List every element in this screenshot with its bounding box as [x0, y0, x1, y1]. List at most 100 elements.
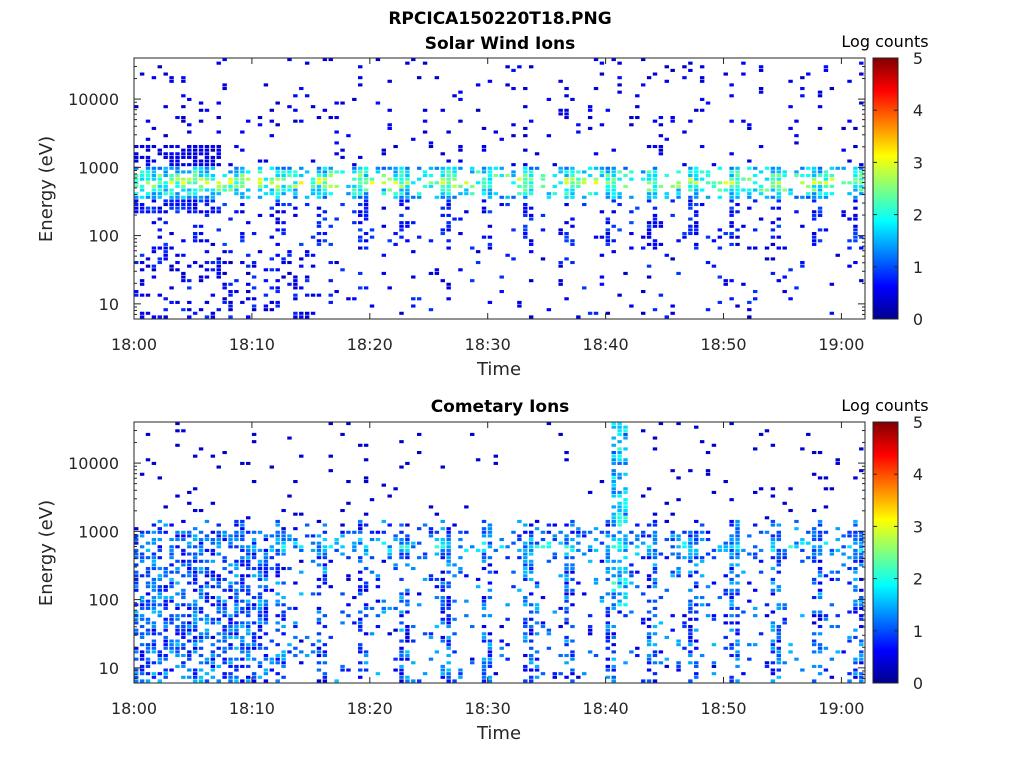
spectrogram-cell: [817, 188, 823, 192]
spectrogram-cell: [358, 195, 363, 199]
spectrogram-cell: [688, 617, 693, 621]
spectrogram-cell: [534, 657, 540, 661]
spectrogram-cell: [240, 232, 245, 236]
spectrogram-cell: [363, 239, 369, 243]
spectrogram-cell: [640, 246, 646, 250]
spectrogram-cell: [764, 661, 770, 665]
spectrogram-cell: [806, 72, 811, 76]
spectrogram-cell: [257, 628, 263, 632]
spectrogram-cell: [181, 119, 186, 123]
spectrogram-cell: [458, 166, 463, 170]
spectrogram-cell: [352, 192, 357, 196]
spectrogram-cell: [823, 487, 829, 491]
spectrogram-cell: [446, 581, 451, 585]
spectrogram-cell: [811, 650, 817, 654]
spectrogram-cell: [151, 628, 157, 632]
spectrogram-cell: [222, 530, 227, 534]
spectrogram-cell: [316, 617, 322, 621]
spectrogram-cell: [847, 530, 852, 534]
spectrogram-cell: [817, 617, 823, 621]
spectrogram-cell: [151, 639, 157, 643]
spectrogram-cell: [823, 195, 829, 199]
spectrogram-cell: [281, 625, 286, 629]
spectrogram-cell: [853, 228, 858, 232]
spectrogram-cell: [293, 527, 298, 531]
spectrogram-cell: [770, 556, 776, 560]
spectrogram-cell: [605, 242, 611, 246]
spectrogram-cell: [523, 232, 528, 236]
spectrogram-cell: [446, 177, 451, 181]
spectrogram-cell: [564, 610, 569, 614]
spectrogram-cell: [817, 596, 823, 600]
spectrogram-cell: [257, 123, 263, 127]
spectrogram-cell: [340, 552, 345, 556]
spectrogram-cell: [358, 271, 363, 275]
spectrogram-cell: [139, 643, 145, 647]
spectrogram-cell: [605, 534, 611, 538]
spectrogram-cell: [835, 461, 840, 465]
spectrogram-cell: [322, 661, 328, 665]
spectrogram-cell: [499, 195, 504, 199]
spectrogram-cell: [717, 188, 723, 192]
spectrogram-cell: [605, 217, 611, 221]
spectrogram-cell: [346, 501, 351, 505]
spectrogram-cell: [481, 603, 487, 607]
spectrogram-cell: [440, 527, 445, 531]
spectrogram-cell: [263, 632, 269, 636]
spectrogram-cell: [228, 563, 233, 567]
spectrogram-cell: [145, 159, 151, 163]
spectrogram-cell: [234, 625, 239, 629]
spectrogram-cell: [151, 577, 157, 581]
spectrogram-cell: [228, 643, 233, 647]
spectrogram-cell: [811, 559, 817, 563]
spectrogram-cell: [570, 97, 575, 101]
spectrogram-cell: [198, 195, 204, 199]
spectrogram-cell: [859, 559, 864, 563]
spectrogram-cell: [741, 672, 746, 676]
spectrogram-cell: [770, 625, 776, 629]
spectrogram-cell: [281, 661, 286, 665]
spectrogram-cell: [729, 556, 734, 560]
spectrogram-cell: [776, 657, 781, 661]
colorbar-tick-label: 0: [913, 310, 923, 329]
spectrogram-cell: [688, 469, 693, 473]
spectrogram-cell: [528, 646, 534, 650]
spectrogram-cell: [711, 664, 717, 668]
spectrogram-cell: [204, 148, 210, 152]
spectrogram-cell: [299, 174, 304, 178]
spectrogram-cell: [487, 170, 493, 174]
spectrogram-cell: [523, 213, 528, 217]
spectrogram-cell: [646, 235, 652, 239]
spectrogram-cell: [505, 556, 510, 560]
spectrogram-cell: [664, 635, 669, 639]
spectrogram-cell: [216, 599, 221, 603]
spectrogram-cell: [528, 639, 534, 643]
spectrogram-cell: [505, 83, 510, 87]
spectrogram-cell: [246, 574, 251, 578]
spectrogram-cell: [405, 170, 410, 174]
spectrogram-cell: [794, 119, 799, 123]
spectrogram-cell: [234, 166, 239, 170]
spectrogram-cell: [322, 195, 328, 199]
spectrogram-cell: [487, 174, 493, 178]
spectrogram-cell: [635, 654, 640, 658]
spectrogram-cell: [269, 206, 275, 210]
spectrogram-cell: [853, 523, 858, 527]
spectrogram-cell: [381, 181, 387, 185]
spectrogram-cell: [747, 657, 752, 661]
spectrogram-cell: [192, 646, 198, 650]
spectrogram-cell: [811, 184, 817, 188]
spectrogram-cell: [546, 541, 552, 545]
spectrogram-cell: [163, 72, 168, 76]
spectrogram-cell: [646, 643, 652, 647]
spectrogram-cell: [523, 664, 528, 668]
spectrogram-cell: [399, 188, 404, 192]
spectrogram-cell: [699, 79, 705, 83]
colorbar-tick-label: 0: [913, 674, 923, 693]
spectrogram-cell: [163, 199, 168, 203]
colorbar-label: Log counts: [841, 32, 928, 51]
spectrogram-cell: [234, 567, 239, 571]
spectrogram-cell: [134, 574, 139, 578]
spectrogram-cell: [187, 490, 192, 494]
spectrogram-cell: [617, 90, 622, 94]
